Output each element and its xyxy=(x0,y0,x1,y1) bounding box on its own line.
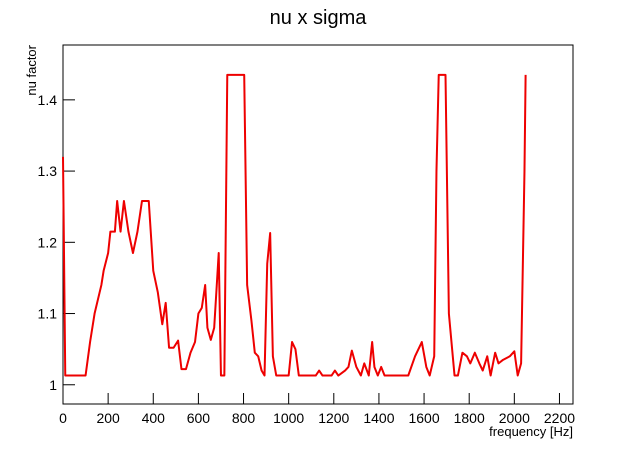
y-tick-label: 1.2 xyxy=(38,234,58,250)
x-tick-label: 1600 xyxy=(408,410,439,426)
y-tick-label: 1.4 xyxy=(38,92,58,108)
y-tick-label: 1.1 xyxy=(38,306,58,322)
y-tick-label: 1.3 xyxy=(38,163,58,179)
data-line xyxy=(62,73,527,377)
x-tick-label: 2200 xyxy=(544,410,575,426)
x-tick-label: 200 xyxy=(96,410,120,426)
x-tick-label: 800 xyxy=(232,410,256,426)
x-tick-label: 1000 xyxy=(273,410,304,426)
x-tick-label: 600 xyxy=(187,410,211,426)
x-tick-label: 2000 xyxy=(499,410,530,426)
x-tick-label: 1200 xyxy=(318,410,349,426)
x-tick-label: 1800 xyxy=(454,410,485,426)
x-tick-label: 0 xyxy=(59,410,67,426)
chart-title: nu x sigma xyxy=(270,7,368,29)
x-axis-label: frequency [Hz] xyxy=(489,424,573,439)
y-axis-label: nu factor xyxy=(24,44,39,95)
x-tick-label: 400 xyxy=(142,410,166,426)
x-tick-label: 1400 xyxy=(363,410,394,426)
y-tick-label: 1 xyxy=(49,377,57,393)
